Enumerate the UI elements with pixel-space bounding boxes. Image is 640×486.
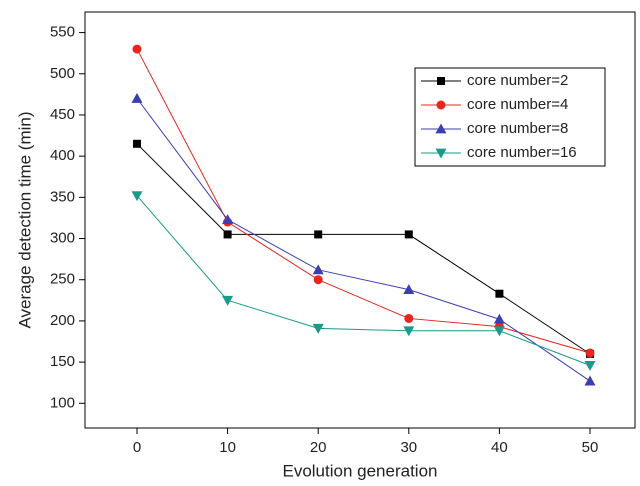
data-point <box>314 230 323 239</box>
data-point <box>131 92 143 103</box>
data-point <box>585 348 595 358</box>
y-tick-label: 150 <box>50 353 75 370</box>
data-point <box>404 230 413 239</box>
legend-label: core number=8 <box>467 120 568 137</box>
y-tick-label: 450 <box>50 106 75 123</box>
data-point <box>222 214 234 224</box>
legend-label: core number=2 <box>467 72 568 89</box>
data-point <box>312 264 324 275</box>
legend-marker <box>435 148 447 159</box>
x-tick-label: 10 <box>219 439 236 456</box>
data-point <box>404 313 414 323</box>
y-tick-label: 200 <box>50 312 75 329</box>
y-tick-label: 400 <box>50 147 75 164</box>
x-tick-label: 20 <box>310 439 327 456</box>
legend-label: core number=16 <box>467 144 577 161</box>
legend-label: core number=4 <box>467 96 568 113</box>
data-point <box>131 191 143 202</box>
y-tick-label: 550 <box>50 24 75 41</box>
x-tick-label: 0 <box>133 439 141 456</box>
legend-marker <box>436 100 446 110</box>
x-tick-label: 40 <box>491 439 508 456</box>
data-point <box>132 44 142 54</box>
y-tick-label: 300 <box>50 230 75 247</box>
legend-marker <box>435 123 447 134</box>
data-point <box>403 326 415 337</box>
series-line <box>136 143 591 355</box>
y-tick-label: 100 <box>50 394 75 411</box>
x-axis-title: Evolution generation <box>282 461 437 480</box>
x-tick-label: 50 <box>582 439 599 456</box>
y-tick-label: 350 <box>50 188 75 205</box>
data-point <box>584 360 596 371</box>
legend-box <box>414 67 606 167</box>
data-point <box>133 139 141 148</box>
data-point <box>312 323 324 334</box>
y-tick-label: 500 <box>50 65 75 82</box>
y-axis-title: Average detection time (min) <box>15 111 34 328</box>
legend-marker <box>437 77 445 85</box>
x-tick-label: 30 <box>400 439 417 456</box>
data-point <box>403 284 415 295</box>
data-point <box>313 275 323 285</box>
data-point <box>493 326 505 337</box>
data-point <box>495 289 504 298</box>
series-line <box>136 195 591 366</box>
plot-frame <box>84 11 636 429</box>
series-line <box>136 48 591 354</box>
data-point <box>584 375 596 386</box>
y-tick-label: 250 <box>50 271 75 288</box>
data-point <box>493 313 505 324</box>
series-line <box>136 98 591 382</box>
data-point <box>222 295 234 306</box>
data-point <box>223 230 232 239</box>
legend: core number=2 core number=4 core number=8 c… <box>414 67 606 167</box>
